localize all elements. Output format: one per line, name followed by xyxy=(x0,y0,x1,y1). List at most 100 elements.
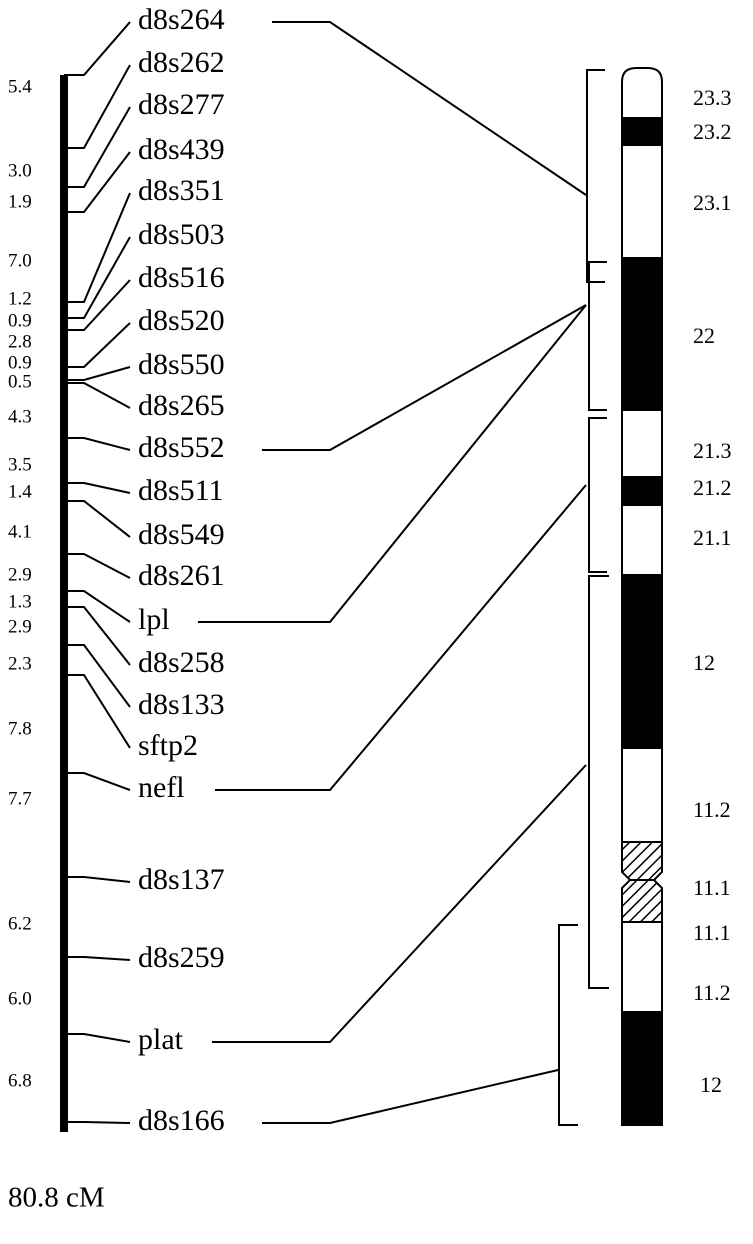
chromosome-band xyxy=(621,504,663,576)
marker-label: d8s277 xyxy=(138,88,225,121)
bracket xyxy=(588,261,607,411)
band-label: 21.2 xyxy=(693,475,732,500)
marker-label: d8s439 xyxy=(138,133,225,166)
marker-connector xyxy=(64,322,131,368)
interval-label: 2.8 xyxy=(8,331,32,352)
marker-label: sftp2 xyxy=(138,729,198,762)
interval-label: 3.5 xyxy=(8,454,32,475)
bracket xyxy=(558,924,578,1126)
marker-connector xyxy=(64,500,131,538)
band-label: 21.3 xyxy=(693,438,732,463)
marker-label: d8s265 xyxy=(138,389,225,422)
band-label: 23.3 xyxy=(693,85,732,110)
marker-connector xyxy=(64,482,131,494)
interval-label: 2.9 xyxy=(8,564,32,585)
chromosome-band xyxy=(621,921,663,1013)
chromosome-band xyxy=(621,841,663,881)
interval-label: 4.3 xyxy=(8,406,32,427)
chromosome-band xyxy=(621,117,663,146)
marker-label: d8s259 xyxy=(138,941,225,974)
bracket xyxy=(586,69,605,283)
interval-label: 1.2 xyxy=(8,288,32,309)
marker-label: d8s264 xyxy=(138,3,225,36)
interval-label: 1.3 xyxy=(8,591,32,612)
interval-label: 1.4 xyxy=(8,481,32,502)
chromosome-band xyxy=(621,1011,663,1126)
marker-label: d8s133 xyxy=(138,688,225,721)
chromosome-band xyxy=(621,67,663,119)
marker-connector xyxy=(64,674,131,749)
band-label: 12 xyxy=(700,1072,722,1097)
marker-label: d8s166 xyxy=(138,1104,225,1137)
band-label: 23.1 xyxy=(693,190,732,215)
marker-label: d8s351 xyxy=(138,174,225,207)
interval-label: 2.3 xyxy=(8,653,32,674)
band-link xyxy=(262,304,587,451)
marker-label: d8s549 xyxy=(138,518,225,551)
marker-label: d8s503 xyxy=(138,218,225,251)
band-label: 11.2 xyxy=(693,980,731,1005)
marker-label: d8s520 xyxy=(138,304,225,337)
linkage-bar xyxy=(60,75,68,1132)
marker-label: d8s137 xyxy=(138,863,225,896)
marker-label: d8s262 xyxy=(138,46,225,79)
brackets xyxy=(558,69,609,1126)
marker-connector xyxy=(64,437,131,451)
interval-label: 7.8 xyxy=(8,718,32,739)
marker-connector xyxy=(64,1121,131,1124)
marker-connector xyxy=(64,106,131,188)
marker-label: d8s258 xyxy=(138,646,225,679)
chromosome-band xyxy=(621,879,663,923)
marker-label: d8s261 xyxy=(138,559,225,592)
band-label: 11.1 xyxy=(693,920,731,945)
chromosome-band xyxy=(621,747,663,843)
marker-connector xyxy=(64,366,131,381)
band-link xyxy=(272,21,587,196)
chromosome-band xyxy=(621,574,663,749)
band-label: 11.1 xyxy=(693,875,731,900)
interval-label: 0.5 xyxy=(8,371,32,392)
total-distance: 80.8 cM xyxy=(8,1182,105,1214)
marker-connector xyxy=(64,192,131,303)
marker-connector xyxy=(64,279,131,331)
band-label: 23.2 xyxy=(693,119,732,144)
interval-label: 3.0 xyxy=(8,160,32,181)
marker-connector xyxy=(64,590,131,623)
band-label: 22 xyxy=(693,323,715,348)
interval-label: 1.9 xyxy=(8,191,32,212)
marker-label: d8s550 xyxy=(138,348,225,381)
marker-connector xyxy=(64,1033,131,1043)
chromosome-band xyxy=(621,409,663,478)
marker-connector xyxy=(64,956,131,961)
band-label: 11.2 xyxy=(693,797,731,822)
marker-connector xyxy=(64,236,131,319)
interval-label: 2.9 xyxy=(8,616,32,637)
chromosome-band xyxy=(621,476,663,506)
interval-label: 6.2 xyxy=(8,913,32,934)
marker-connector xyxy=(64,21,131,76)
interval-label: 0.9 xyxy=(8,352,32,373)
band-label: 21.1 xyxy=(693,525,732,550)
marker-label: d8s552 xyxy=(138,431,225,464)
bracket xyxy=(588,417,607,573)
band-link xyxy=(198,304,587,623)
band-link xyxy=(215,484,587,791)
marker-label: d8s511 xyxy=(138,474,224,507)
marker-label: plat xyxy=(138,1023,184,1056)
marker-connector xyxy=(64,151,131,213)
marker-connector xyxy=(64,382,131,409)
bracket xyxy=(588,575,609,989)
interval-label: 7.0 xyxy=(8,250,32,271)
marker-connector xyxy=(64,553,131,579)
band-link xyxy=(262,1069,559,1124)
chromosome-band xyxy=(621,144,663,259)
marker-connector xyxy=(64,606,131,666)
marker-label: nefl xyxy=(138,771,185,804)
marker-label: lpl xyxy=(138,603,170,636)
interval-label: 5.4 xyxy=(8,76,32,97)
marker-label: d8s516 xyxy=(138,261,225,294)
marker-connector xyxy=(64,876,131,883)
band-link xyxy=(212,764,587,1043)
